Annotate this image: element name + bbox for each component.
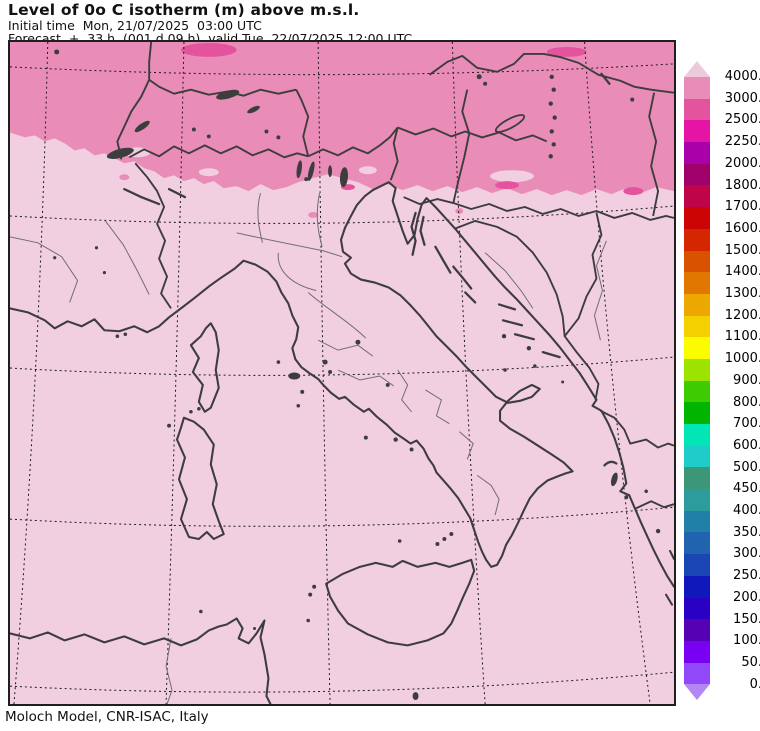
map-canvas [8, 40, 676, 706]
colorbar-segment [684, 185, 710, 208]
lakes-and-islets [53, 49, 661, 701]
colorbar-segment [684, 77, 710, 99]
colorbar-tick-label: 700. [733, 416, 760, 432]
colorbar-segment [684, 250, 710, 273]
colorbar-segment [684, 337, 710, 359]
colorbar-tick-label: 2250. [724, 134, 760, 150]
colorbar-segments [684, 77, 710, 685]
colorbar-segment [684, 445, 710, 468]
colorbar-segment [684, 142, 710, 164]
coast-corsica [189, 322, 220, 413]
colorbar-tick-label: 900. [733, 372, 760, 388]
colorbar-segment [684, 619, 710, 641]
colorbar-segment [684, 489, 710, 511]
colorbar-segment [684, 575, 710, 598]
colorbar-tick-label: 1200. [724, 307, 760, 323]
coast-mainland [10, 181, 674, 588]
region-borders [10, 190, 607, 704]
coast-sardinia [175, 416, 225, 541]
colorbar-segment [684, 207, 710, 229]
colorbar-segment [684, 402, 710, 424]
page-title: Level of 0o C isotherm (m) above m.s.l. [8, 1, 360, 19]
colorbar-segment [684, 228, 710, 251]
colorbar [684, 61, 710, 701]
weather-map [10, 42, 674, 704]
colorbar-segment [684, 510, 710, 533]
colorbar-segment [684, 315, 710, 338]
colorbar-tick-label: 2000. [724, 155, 760, 171]
colorbar-segment [684, 358, 710, 381]
colorbar-tick-label: 1400. [724, 264, 760, 280]
colorbar-tick-label: 1700. [724, 199, 760, 215]
colorbar-tick-label: 2500. [724, 112, 760, 128]
coastlines [10, 181, 674, 704]
colorbar-segment [684, 380, 710, 403]
colorbar-tick-label: 500. [733, 459, 760, 475]
colorbar-tick-label: 300. [733, 546, 760, 562]
colorbar-tick-label: 200. [733, 589, 760, 605]
colorbar-tick-label: 3000. [724, 90, 760, 106]
colorbar-tick-label: 1300. [724, 286, 760, 301]
initial-time-line: Initial time Mon, 21/07/2025 03:00 UTC [8, 18, 262, 34]
title-block: Level of 0o C isotherm (m) above m.s.l. … [8, 1, 412, 45]
colorbar-tick-label: 100. [733, 633, 760, 649]
colorbar-tick-label: 4000. [724, 69, 760, 84]
colorbar-bottom-arrow [684, 684, 710, 701]
colorbar-tick-label: 1100. [724, 329, 760, 345]
colorbar-tick-label: 400. [733, 503, 760, 518]
colorbar-segment [684, 467, 710, 490]
field-band-3000-4000 [10, 42, 674, 218]
colorbar-segment [684, 532, 710, 555]
lake-balaton [494, 114, 526, 133]
colorbar-segment [684, 293, 710, 316]
colorbar-tick-label: 50. [741, 654, 760, 670]
colorbar-segment [684, 98, 710, 121]
colorbar-segment [684, 424, 710, 446]
model-credit: Moloch Model, CNR-ISAC, Italy [5, 709, 209, 725]
colorbar-tick-label: 1000. [724, 351, 760, 367]
colorbar-labels: 4000. 3000. 2500. 2250. 2000. 1800. 1700. 1600.… [684, 61, 760, 701]
colorbar-segment [684, 597, 710, 620]
adriatic-islands [123, 72, 618, 467]
colorbar-tick-label: 600. [733, 437, 760, 453]
country-borders [116, 42, 674, 511]
coast-sicily [325, 558, 476, 647]
coast-north-africa [10, 617, 272, 704]
colorbar-tick-label: 1500. [724, 242, 760, 258]
colorbar-tick-label: 0. [749, 676, 760, 692]
colorbar-tick-label: 1600. [724, 220, 760, 236]
colorbar-tick-label: 450. [733, 481, 760, 497]
colorbar-tick-label: 800. [733, 394, 760, 410]
colorbar-segment [684, 554, 710, 576]
colorbar-segment [684, 662, 710, 685]
colorbar-segment [684, 640, 710, 663]
colorbar-top-arrow [684, 61, 710, 77]
colorbar-segment [684, 120, 710, 143]
colorbar-tick-label: 150. [733, 611, 760, 627]
colorbar-segment [684, 163, 710, 186]
colorbar-segment [684, 272, 710, 294]
coast-greece-fragments [665, 549, 674, 606]
colorbar-tick-label: 350. [733, 524, 760, 540]
colorbar-tick-label: 1800. [724, 177, 760, 193]
colorbar-tick-label: 250. [733, 568, 760, 584]
